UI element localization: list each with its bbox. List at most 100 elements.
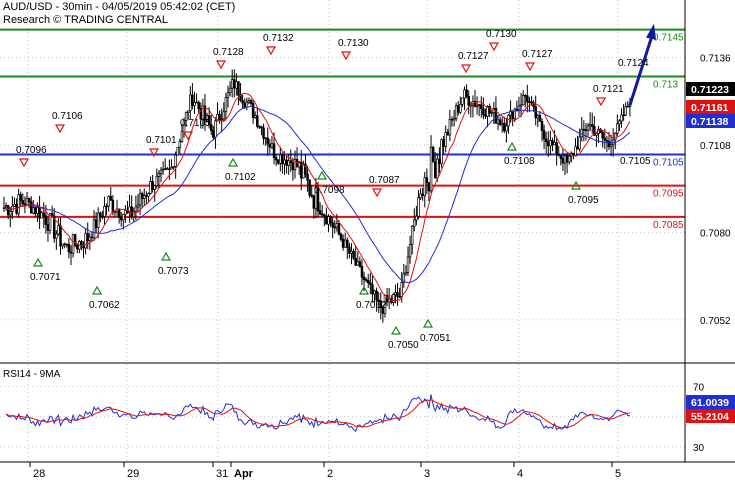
candle-body [163,168,167,170]
candle-body [534,106,537,119]
candle-body [195,101,198,104]
candle-body [528,101,531,103]
rsi-value-tag: 61.0039 [691,397,729,409]
swing-high-label: 0.7105 [180,118,211,129]
candle-body [463,89,466,99]
candle-body [249,100,253,104]
candle-body [482,108,485,116]
candle-body [71,234,75,254]
candle-body [375,290,378,301]
candle-body [262,127,265,139]
candle-body [404,271,408,275]
candle-body [392,294,395,303]
candle-body [394,292,397,295]
candle-body [214,120,217,138]
candle-body [80,241,83,246]
candle-body [517,105,521,111]
candle-body [176,146,179,156]
swing-low-label: 0.7062 [356,300,387,311]
swing-labels: 0.70960.71060.70710.70620.71010.71050.70… [16,29,651,351]
candle-body [507,114,510,127]
candle-body [329,216,332,224]
candle-body [27,197,31,203]
candle-body [616,123,619,134]
candle-body [86,233,89,242]
candle-body [25,197,29,206]
candle-body [496,119,500,124]
candle-body [105,205,108,208]
target-arrow-shaft [628,35,654,106]
candle-body [222,111,226,120]
candle-body [521,95,525,106]
candle-body [459,103,462,113]
candle-body [101,215,104,218]
candle-body [467,95,470,106]
candle-body [291,162,295,171]
swing-high-marker [215,60,227,70]
candle-body [538,114,542,122]
candle-body [339,233,343,240]
candle-body [551,140,554,146]
swing-low-marker [358,285,370,295]
swing-high-marker [524,62,536,72]
candle-body [13,203,16,207]
candle-body [417,197,420,217]
price-tags: 0.71223 0.71161 0.71138 61.0039 55.2104 [686,82,735,423]
candle-body [352,250,355,259]
candle-body [218,113,221,121]
level-label: 0.713 [653,79,678,90]
candle-body [21,200,25,205]
x-tick-label: 29 [127,468,139,480]
candle-body [145,195,148,197]
candle-body [563,155,567,164]
candle-body [59,225,62,247]
swing-high-marker [18,158,30,168]
candle-body [153,185,156,190]
candle-body [413,219,416,227]
candle-body [379,300,383,309]
swing-low-label: 0.7051 [420,333,451,344]
candle-body [448,118,452,136]
swing-high-marker [488,42,500,52]
candle-body [519,104,523,107]
candle-body [174,154,177,167]
candle-body [76,245,79,250]
candle-body [312,195,316,209]
swing-low-label: 0.7062 [89,300,120,311]
candle-body [130,206,133,218]
rsi-line [5,394,630,433]
candle-body [266,137,270,145]
candle-body [607,140,611,148]
candle-body [513,108,517,120]
rsi-ma-tag-bg [686,409,735,423]
swing-low-marker [390,325,402,335]
candle-body [226,92,230,98]
candle-body [19,194,22,201]
candle-body [465,89,468,97]
candle-body [149,181,152,194]
candle-body [63,243,66,246]
candle-body [582,128,586,131]
candle-body [398,296,401,298]
candle-body [124,210,127,215]
swing-high-marker [371,188,383,198]
target-arrow-head [646,23,656,40]
candle-body [431,146,435,163]
candle-body [61,243,64,247]
candle-body [358,261,362,267]
candle-body [327,216,330,225]
candle-body [454,105,458,119]
swing-low-label: 0.7071 [30,272,61,283]
candle-body [308,179,311,196]
candle-body [526,95,529,103]
candle-body [40,212,43,219]
swing-high-label: 0.7130 [338,38,369,49]
x-tick-label: Apr [234,468,254,480]
candle-body [356,261,360,266]
candle-body [580,128,584,138]
candle-body [457,105,460,113]
candle-body [331,222,334,228]
x-tick-label: 2 [327,468,333,480]
candle-body [346,239,349,248]
candle-body [343,239,347,248]
